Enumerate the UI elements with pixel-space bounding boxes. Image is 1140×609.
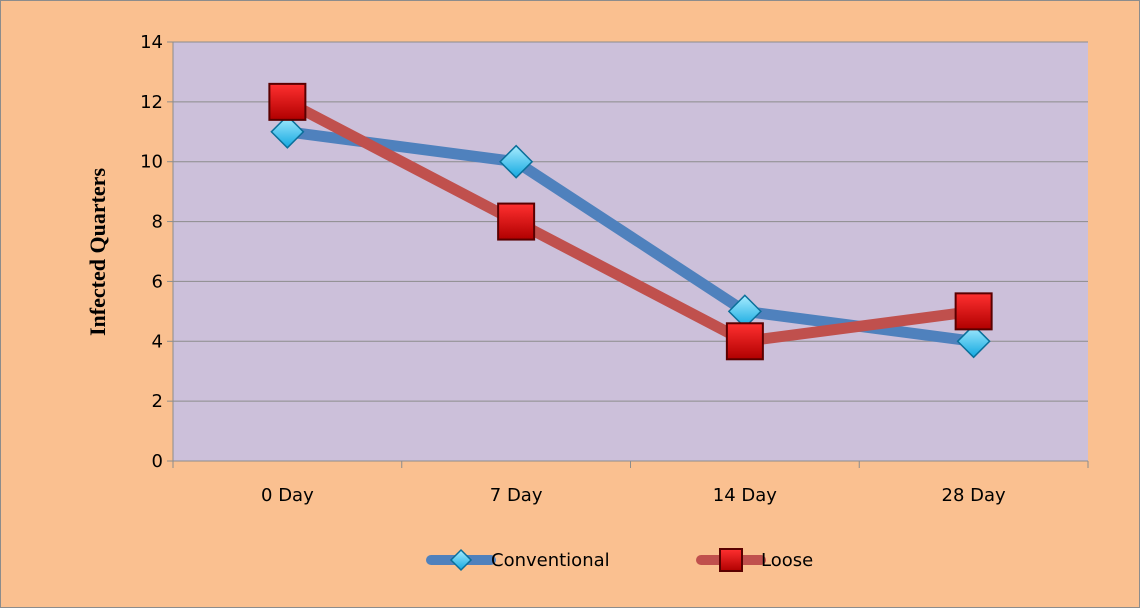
y-tick-label: 6 [152,271,163,292]
data-point-loose [268,82,307,121]
x-tick-labels: 0 Day 7 Day 14 Day 28 Day [261,485,1006,506]
y-tick-label: 0 [152,451,163,472]
x-tick-label: 0 Day [261,485,314,506]
y-tick-label: 10 [140,152,163,173]
legend-label: Conventional [491,550,610,571]
y-tick-label: 14 [140,32,163,53]
series-markers [268,82,993,361]
data-point-loose [497,202,536,241]
series-lines [281,96,980,347]
data-point-conventional [956,324,991,359]
data-point-conventional [270,114,305,149]
axes [172,42,1089,468]
y-tick-label: 8 [152,212,163,233]
x-tick-label: 7 Day [490,485,543,506]
series-line-loose [281,96,980,347]
y-tick-label: 4 [152,331,163,352]
legend-label: Loose [761,550,813,571]
y-tick-labels: 0 2 4 6 8 10 12 14 [140,32,163,472]
x-tick-label: 28 Day [942,485,1007,506]
plot-area [173,42,1088,461]
data-point-loose [725,322,764,361]
legend: Conventional Loose [426,548,813,572]
legend-marker [719,548,743,572]
x-tick-label: 14 Day [713,485,778,506]
y-axis-title: Infected Quarters [85,168,110,336]
legend-marker [449,548,473,572]
y-tick-label: 12 [140,92,163,113]
y-tick-label: 2 [152,391,163,412]
data-point-loose [954,292,993,331]
data-point-conventional [499,144,534,179]
